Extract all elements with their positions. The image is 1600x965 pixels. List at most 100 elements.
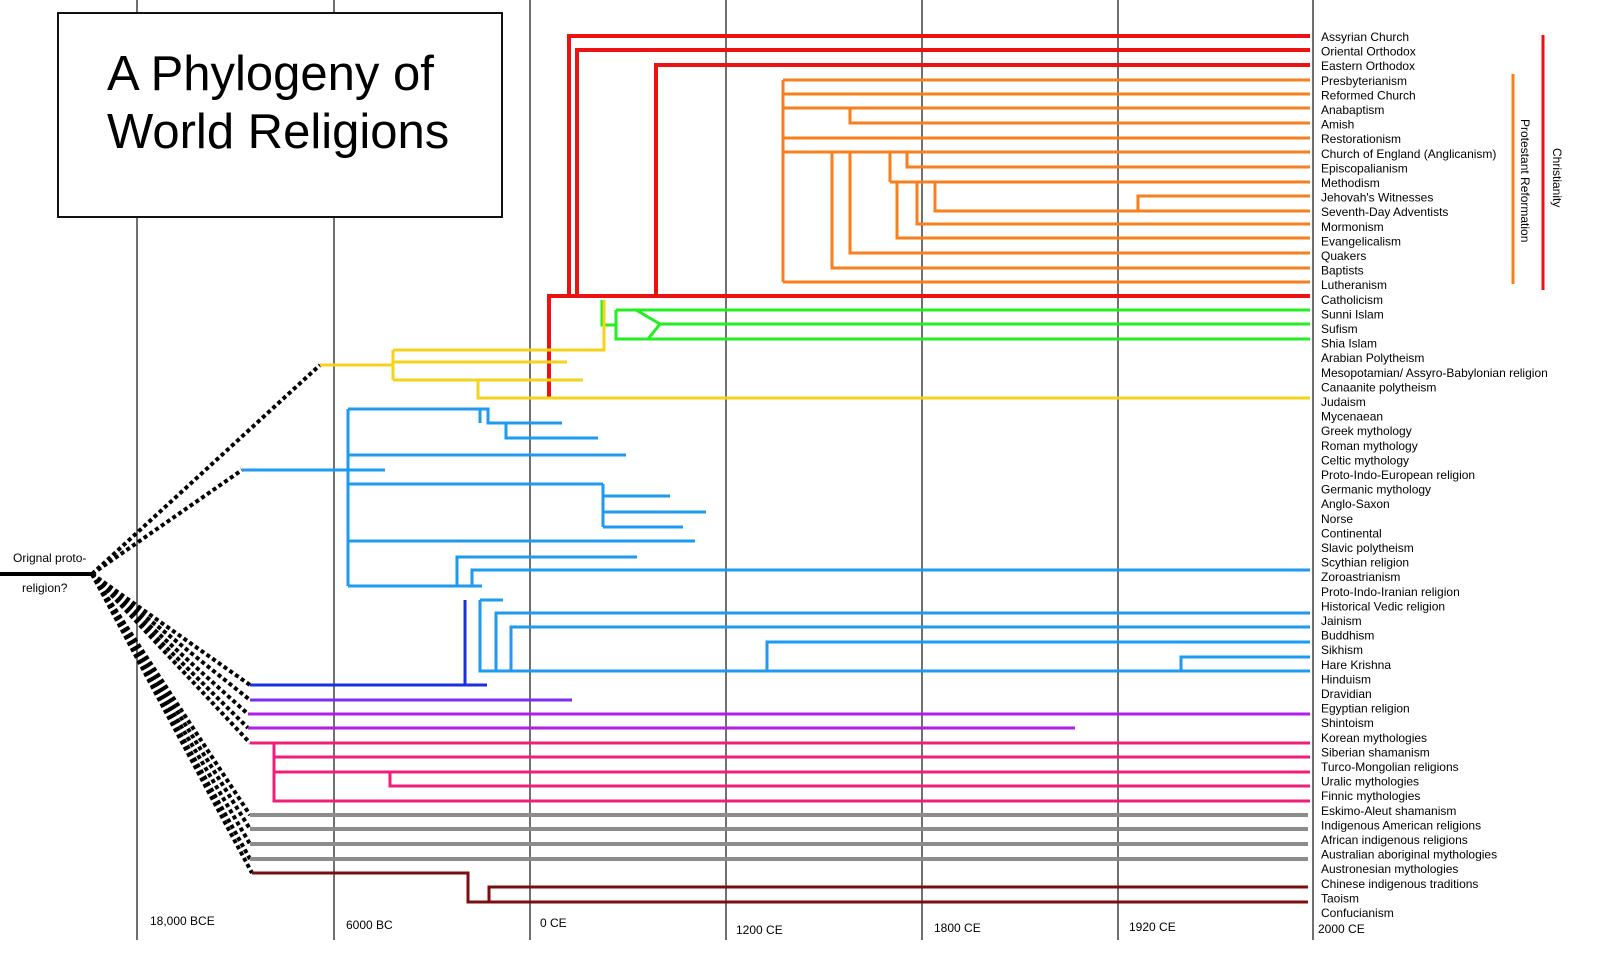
branch-episcopalianism (905, 152, 1310, 169)
proto-religion-dotted-links (0, 363, 322, 874)
religion-label: Anglo-Saxon (1321, 497, 1390, 511)
dotted-link (90, 363, 322, 576)
religion-label: Mycenaean (1321, 410, 1383, 424)
title-line1: A Phylogeny of (107, 47, 434, 101)
timeline-label: 1200 CE (736, 923, 783, 937)
branch-adventists (933, 182, 1310, 213)
religion-label: Australian aboriginal mythologies (1321, 848, 1497, 862)
religion-label: Hare Krishna (1321, 658, 1391, 672)
root-label: Orignal proto- religion? (13, 551, 86, 595)
branch-roman (504, 423, 598, 440)
branch-assyrian-church (567, 34, 1310, 296)
timeline-label: 0 CE (540, 916, 567, 930)
religion-label: Dravidian (1321, 687, 1372, 701)
dotted-link (90, 468, 244, 576)
protestant-label: Protestant Reformation (1518, 119, 1532, 242)
branch-eskimo-aleut (272, 743, 1310, 803)
religion-label: Scythian religion (1321, 556, 1409, 570)
religion-label: Austronesian mythologies (1321, 862, 1458, 876)
religion-label: Buddhism (1321, 629, 1374, 643)
religion-label: Continental (1321, 526, 1382, 540)
religion-label: Historical Vedic religion (1321, 599, 1445, 613)
dotted-link (90, 573, 252, 860)
title-box: A Phylogeny of World Religions (57, 12, 503, 218)
religion-label: Methodism (1321, 176, 1380, 190)
branch-amish (848, 108, 1310, 125)
religion-label: Catholicism (1321, 293, 1383, 307)
religion-label: Arabian Polytheism (1321, 351, 1424, 365)
religion-label: Proto-Indo-Iranian religion (1321, 585, 1460, 599)
religion-label: Mormonism (1321, 220, 1384, 234)
dotted-link (90, 572, 250, 730)
religion-label: Hinduism (1321, 672, 1371, 686)
religion-label: Greek mythology (1321, 424, 1412, 438)
religion-label: Jainism (1321, 614, 1362, 628)
branch-buddhism (509, 625, 1310, 671)
religion-label: Restorationism (1321, 132, 1401, 146)
timeline-label: 1920 CE (1129, 920, 1176, 934)
branch-finnic (388, 772, 1310, 788)
religion-label: Confucianism (1321, 906, 1394, 920)
branch-scythian (455, 555, 637, 586)
religion-label: Presbyterianism (1321, 74, 1407, 88)
religion-label: Jehovah's Witnesses (1321, 191, 1433, 205)
branch-jehovahs-witnesses (1136, 194, 1310, 211)
islam-stem (600, 300, 616, 327)
root-label-line1: Orignal proto- (13, 551, 86, 565)
branch-jainism (494, 611, 1310, 671)
christianity-label: Christianity (1550, 148, 1564, 207)
religion-label: Reformed Church (1321, 88, 1416, 102)
timeline-label: 2000 CE (1318, 922, 1365, 936)
group-brackets: Christianity Protestant Reformation (1511, 35, 1564, 290)
religion-label: Siberian shamanism (1321, 745, 1430, 759)
religion-label: Sunni Islam (1321, 307, 1384, 321)
religion-label: Shintoism (1321, 716, 1374, 730)
religion-label: Church of England (Anglicanism) (1321, 147, 1496, 161)
branch-baptists (830, 152, 1310, 270)
dotted-link (90, 572, 252, 702)
religion-label: Eskimo-Aleut shamanism (1321, 804, 1456, 818)
root-label-line2: religion? (22, 581, 68, 595)
religion-label: Oriental Orthodox (1321, 45, 1416, 59)
religion-label: Episcopalianism (1321, 161, 1408, 175)
religion-label: Seventh-Day Adventists (1321, 205, 1448, 219)
branch-eastern-orthodox (654, 63, 1310, 296)
timeline-label: 1800 CE (934, 921, 981, 935)
religion-label: Egyptian religion (1321, 702, 1410, 716)
branch-taoism (487, 885, 1308, 902)
religion-label: Evangelicalism (1321, 234, 1401, 248)
religion-label: Sikhism (1321, 643, 1363, 657)
religion-label: Roman mythology (1321, 439, 1418, 453)
branch-hare-krishna (1179, 655, 1310, 671)
title-line2: World Religions (107, 105, 450, 159)
timeline-label: 6000 BC (346, 918, 393, 932)
religion-label: Indigenous American religions (1321, 818, 1481, 832)
religion-label: Turco-Mongolian religions (1321, 760, 1459, 774)
religion-label: Mesopotamian/ Assyro-Babylonian religion (1321, 366, 1548, 380)
branch-arabian-polytheism (393, 300, 606, 352)
religion-label: Baptists (1321, 264, 1364, 278)
tree-branches (242, 34, 1310, 904)
religion-label: African indigenous religions (1321, 833, 1468, 847)
branch-shia-islam (614, 310, 1310, 341)
branch-oriental-orthodox (575, 48, 1310, 296)
religion-label: Norse (1321, 512, 1353, 526)
religion-label: Anabaptism (1321, 103, 1384, 117)
branch-greek (348, 407, 562, 425)
religion-label: Germanic mythology (1321, 483, 1431, 497)
branch-catholicism (547, 294, 1310, 398)
branch-evangelicalism (895, 182, 1310, 240)
religion-label: Taoism (1321, 891, 1359, 905)
islam-sufi-join (635, 308, 663, 340)
religion-label: Quakers (1321, 249, 1366, 263)
religion-label: Uralic mythologies (1321, 775, 1419, 789)
religion-label: Canaanite polytheism (1321, 380, 1436, 394)
religion-label: Slavic polytheism (1321, 541, 1414, 555)
religion-label: Finnic mythologies (1321, 789, 1420, 803)
religion-label: Proto-Indo-European religion (1321, 468, 1475, 482)
branch-hinduism (478, 600, 1310, 673)
branch-mormonism (915, 182, 1310, 226)
religion-label: Lutheranism (1321, 278, 1387, 292)
religion-label: Shia Islam (1321, 337, 1377, 351)
